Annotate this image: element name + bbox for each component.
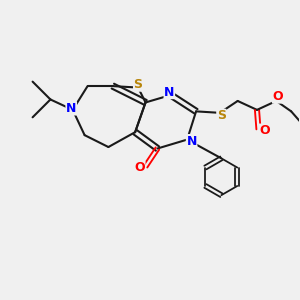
Text: O: O bbox=[134, 161, 145, 174]
Text: S: S bbox=[134, 78, 142, 91]
Text: O: O bbox=[259, 124, 270, 137]
Text: N: N bbox=[186, 135, 197, 148]
Text: O: O bbox=[272, 90, 283, 103]
Text: N: N bbox=[164, 85, 175, 98]
Text: S: S bbox=[217, 109, 226, 122]
Text: N: N bbox=[66, 102, 76, 115]
